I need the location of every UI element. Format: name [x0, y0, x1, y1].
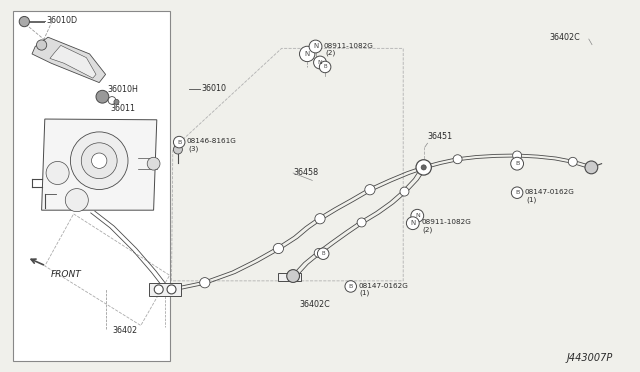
Ellipse shape — [315, 214, 325, 224]
Text: (2): (2) — [422, 227, 433, 233]
Ellipse shape — [513, 151, 522, 160]
Text: (2): (2) — [325, 49, 335, 56]
Ellipse shape — [319, 61, 331, 73]
Text: N: N — [415, 213, 420, 218]
Ellipse shape — [511, 187, 523, 198]
Text: 36458: 36458 — [293, 169, 318, 177]
Ellipse shape — [421, 165, 426, 170]
Text: B: B — [349, 284, 353, 289]
Text: B: B — [515, 161, 519, 166]
Text: 08146-8161G: 08146-8161G — [187, 138, 237, 144]
Text: B: B — [323, 64, 327, 70]
Text: J443007P: J443007P — [567, 353, 613, 363]
Ellipse shape — [147, 157, 160, 170]
Ellipse shape — [273, 243, 284, 254]
Ellipse shape — [46, 161, 69, 185]
Ellipse shape — [173, 137, 185, 148]
Text: 08147-0162G: 08147-0162G — [358, 283, 408, 289]
Text: 08911-1082G: 08911-1082G — [324, 43, 374, 49]
Polygon shape — [50, 45, 96, 78]
Ellipse shape — [568, 157, 577, 166]
Ellipse shape — [300, 46, 315, 62]
Text: 36010: 36010 — [202, 84, 227, 93]
Ellipse shape — [585, 161, 598, 174]
Ellipse shape — [96, 90, 109, 103]
Ellipse shape — [287, 270, 300, 282]
Text: B: B — [515, 190, 519, 195]
Ellipse shape — [314, 248, 323, 257]
Polygon shape — [32, 37, 106, 83]
Ellipse shape — [92, 153, 107, 169]
Ellipse shape — [81, 143, 117, 179]
Ellipse shape — [411, 209, 424, 222]
Text: 36010D: 36010D — [46, 16, 77, 25]
Ellipse shape — [416, 160, 431, 175]
Text: 36402C: 36402C — [549, 33, 580, 42]
Text: 36402: 36402 — [112, 326, 137, 335]
Ellipse shape — [167, 285, 176, 294]
Text: (1): (1) — [360, 290, 370, 296]
Text: B: B — [177, 140, 181, 145]
Text: N: N — [410, 220, 415, 226]
Text: B: B — [321, 251, 325, 256]
Ellipse shape — [417, 163, 428, 173]
Text: 36451: 36451 — [428, 132, 452, 141]
Bar — [278, 273, 301, 281]
Ellipse shape — [357, 218, 366, 227]
Bar — [149, 283, 181, 296]
Ellipse shape — [406, 217, 419, 230]
Ellipse shape — [36, 40, 47, 50]
Ellipse shape — [108, 97, 116, 104]
Text: 08147-0162G: 08147-0162G — [525, 189, 575, 195]
Ellipse shape — [114, 99, 119, 105]
Ellipse shape — [345, 281, 356, 292]
Ellipse shape — [317, 248, 329, 259]
Ellipse shape — [70, 132, 128, 189]
Ellipse shape — [365, 185, 375, 195]
Ellipse shape — [309, 40, 322, 53]
Text: (3): (3) — [189, 145, 199, 152]
Ellipse shape — [400, 187, 409, 196]
Text: 36011: 36011 — [110, 104, 135, 113]
Polygon shape — [42, 119, 157, 210]
Text: N: N — [305, 51, 310, 57]
Ellipse shape — [65, 189, 88, 212]
Text: 36010H: 36010H — [108, 85, 138, 94]
Text: (1): (1) — [526, 196, 536, 203]
Text: N: N — [313, 44, 318, 49]
Text: FRONT: FRONT — [51, 270, 82, 279]
Text: N: N — [317, 60, 323, 65]
Text: 36402C: 36402C — [300, 300, 330, 309]
Ellipse shape — [511, 157, 524, 170]
Ellipse shape — [19, 16, 29, 27]
Bar — [13, 11, 170, 361]
Ellipse shape — [314, 56, 326, 69]
Ellipse shape — [200, 278, 210, 288]
Text: 08911-1082G: 08911-1082G — [421, 219, 471, 225]
Ellipse shape — [154, 285, 163, 294]
Ellipse shape — [173, 145, 182, 154]
Ellipse shape — [453, 155, 462, 164]
